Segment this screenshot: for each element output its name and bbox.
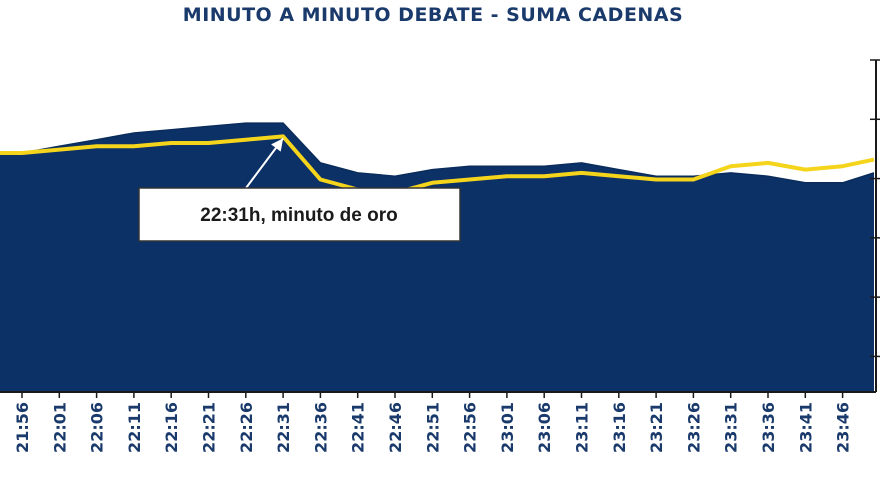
x-tick-label: 22:11	[125, 402, 144, 453]
x-tick-label: 22:06	[88, 402, 107, 453]
x-tick-label: 23:31	[722, 402, 741, 453]
callout-arrowhead	[271, 138, 284, 152]
x-tick-label: 22:56	[461, 402, 480, 453]
x-axis-labels: 21:56 22:01 22:06 22:11 22:16 22:21 22:26 22:31…	[13, 402, 853, 453]
x-tick-label: 23:16	[610, 402, 629, 453]
x-tick-label: 22:31	[274, 402, 293, 453]
x-tick-label: 22:41	[349, 402, 368, 453]
chart-title: MINUTO A MINUTO DEBATE - SUMA CADENAS	[182, 4, 684, 26]
callout-box	[138, 187, 461, 242]
x-tick-label: 23:11	[573, 402, 592, 453]
x-tick-label: 23:26	[684, 402, 703, 453]
x-tick-label: 22:51	[423, 402, 442, 453]
x-tick-label: 22:36	[311, 402, 330, 453]
x-tick-label: 22:46	[386, 402, 405, 453]
callout-text: 22:31h, minuto de oro	[200, 205, 397, 226]
x-tick-label: 22:26	[237, 402, 256, 453]
x-tick-label: 22:16	[162, 402, 181, 453]
x-tick-label: 23:06	[535, 402, 554, 453]
x-tick-label: 23:41	[796, 402, 815, 453]
x-tick-label: 22:01	[50, 402, 69, 453]
x-tick-label: 23:01	[498, 402, 517, 453]
line-series	[0, 134, 875, 195]
area-top-edge	[0, 122, 875, 184]
x-tick-label: 23:21	[647, 402, 666, 453]
x-tick-label: 21:56	[13, 402, 32, 453]
x-tick-label: 22:21	[200, 402, 219, 453]
x-tick-label: 23:46	[834, 402, 853, 453]
x-axis-ticks	[21, 392, 844, 398]
x-tick-label: 23:36	[759, 402, 778, 453]
y-axis-ticks	[870, 59, 880, 358]
